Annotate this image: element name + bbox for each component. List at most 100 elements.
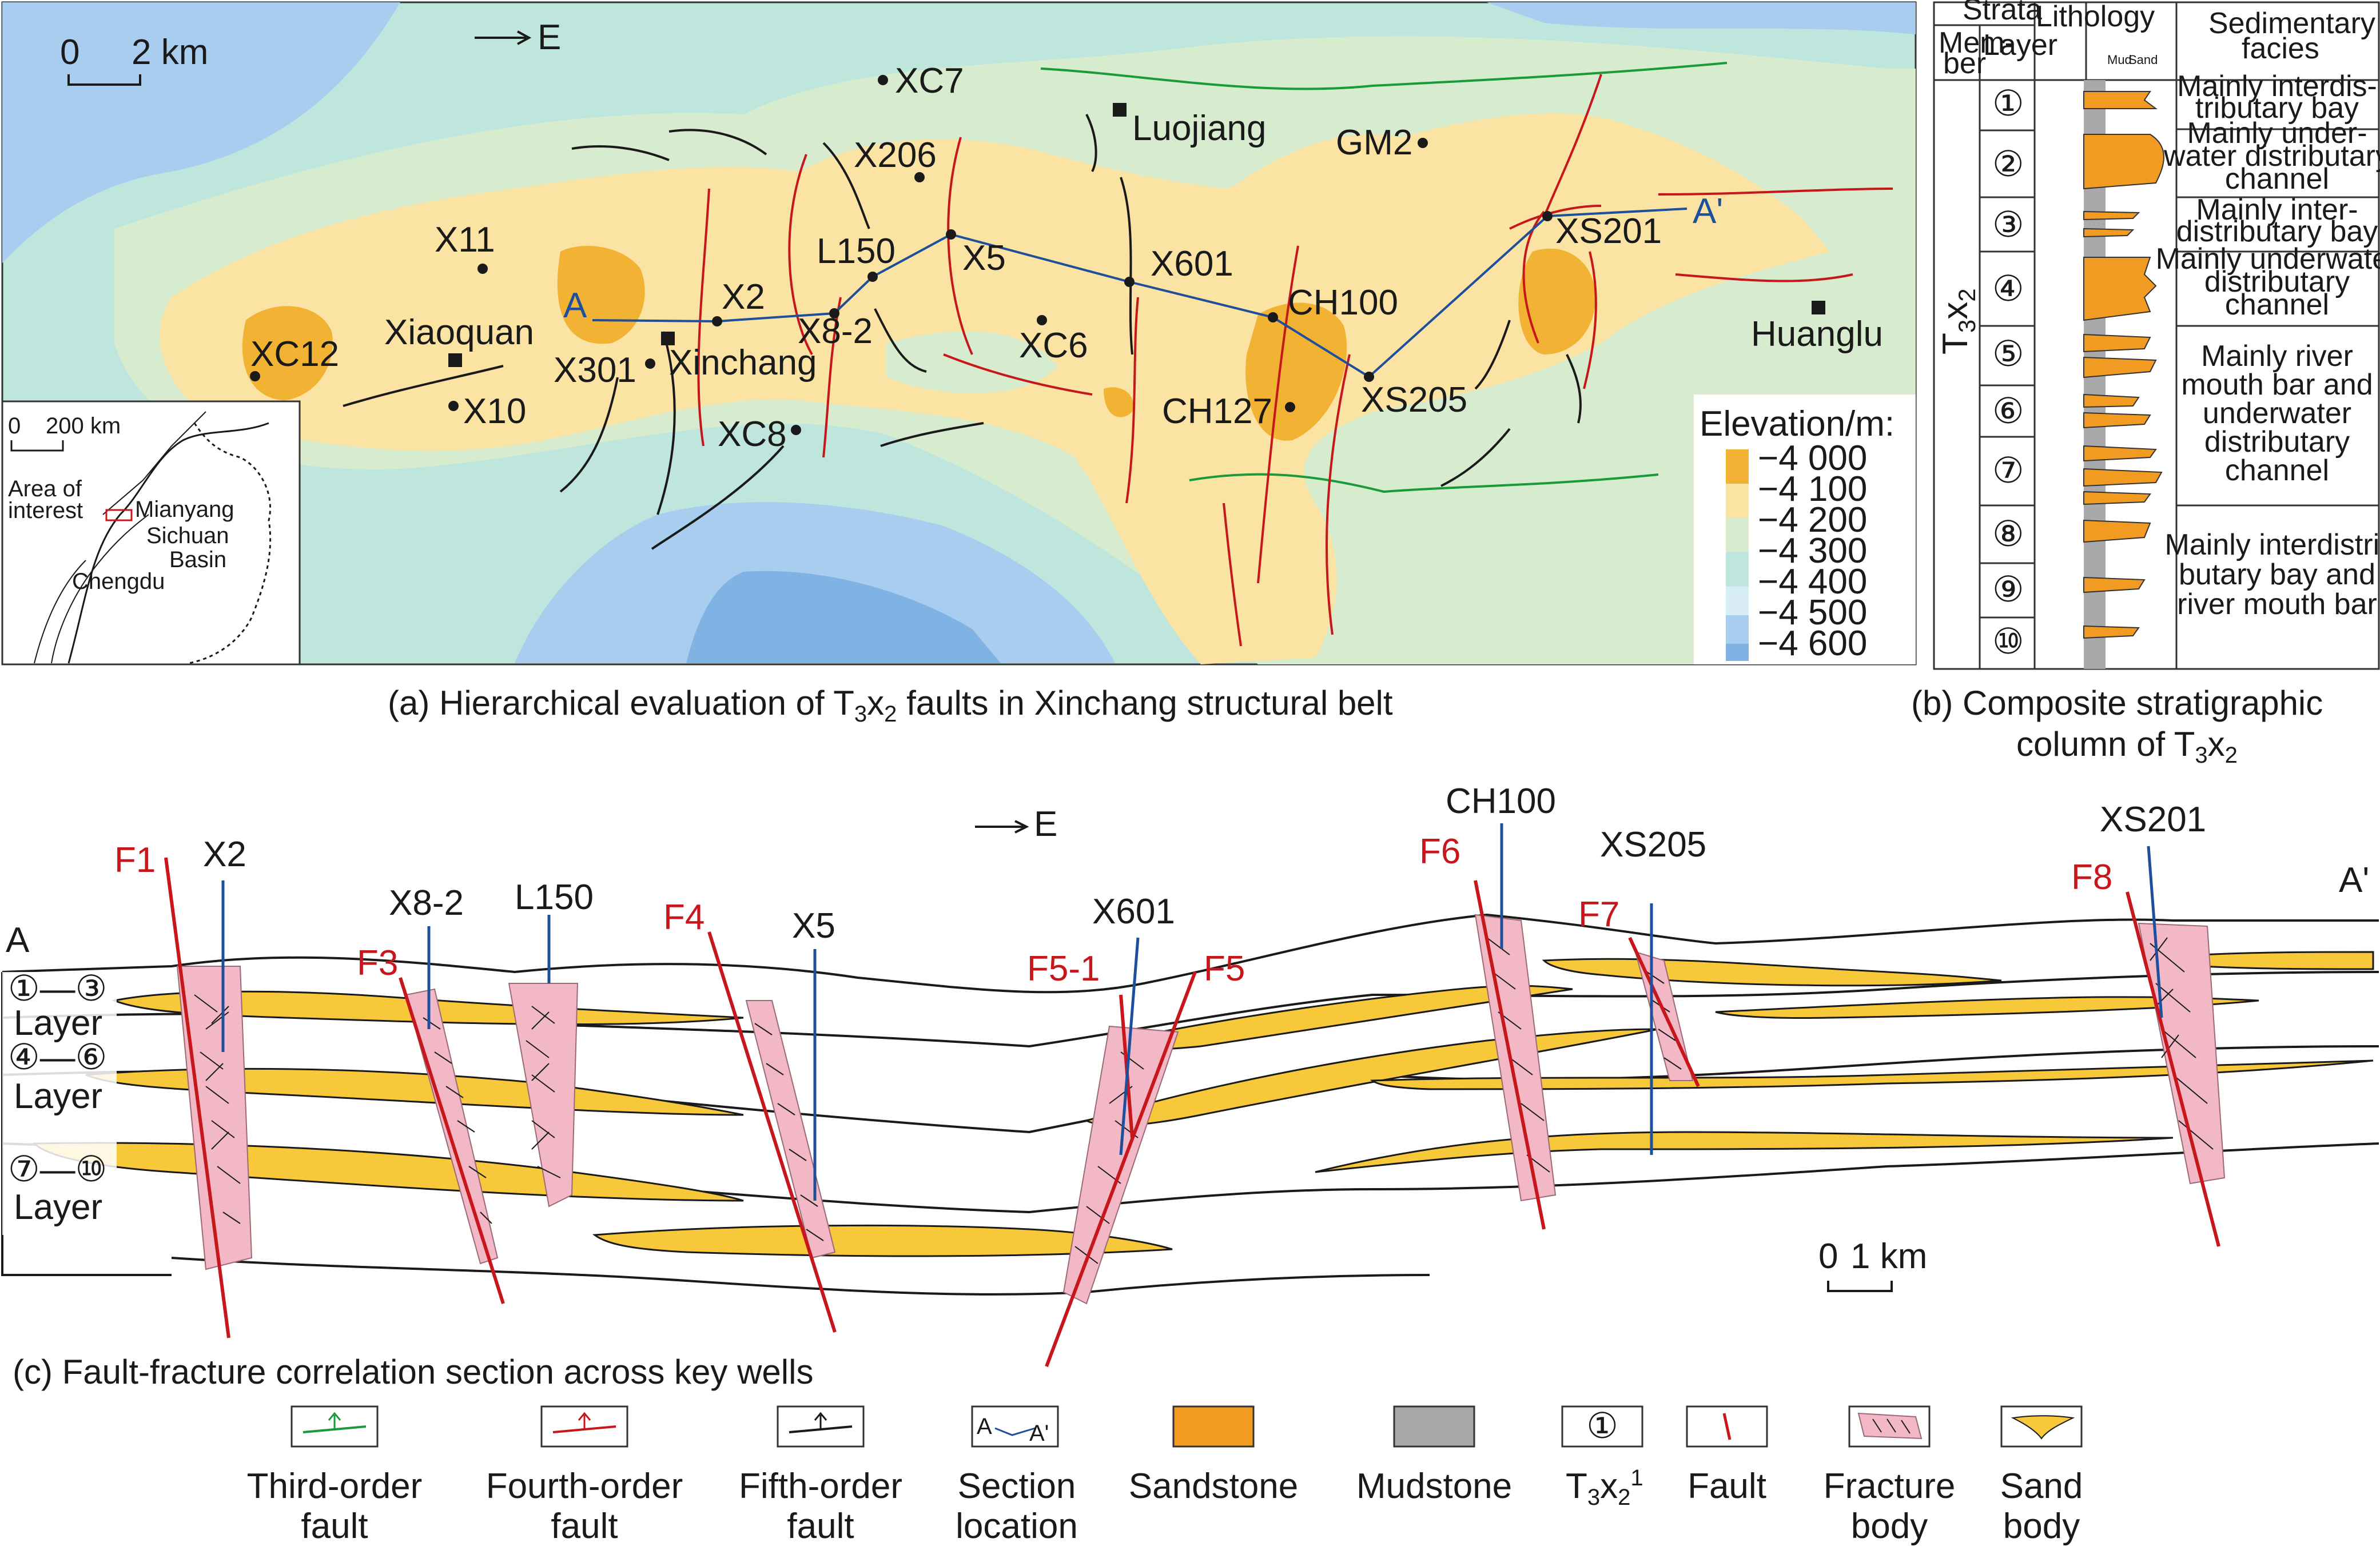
legend-fifth-order-fault: Fifth-order fault bbox=[739, 1405, 902, 1546]
layer-group-range: ⑦—⑩ bbox=[8, 1150, 107, 1189]
svg-text:interest: interest bbox=[8, 498, 83, 523]
svg-text:200 km: 200 km bbox=[46, 413, 121, 439]
legend-fourth-order-fault: Fourth-order fault bbox=[486, 1405, 683, 1546]
well-label: XS201 bbox=[1555, 212, 1662, 251]
fourth-order-fault bbox=[697, 188, 710, 447]
legend-fracture-body: Fracture body bbox=[1824, 1405, 1955, 1546]
fault-line bbox=[2126, 891, 2220, 1247]
svg-text:Mainly river: Mainly river bbox=[2201, 340, 2353, 373]
well-dot bbox=[946, 229, 956, 240]
svg-text:Sichuan: Sichuan bbox=[146, 523, 229, 548]
well-label: CH100 bbox=[1288, 283, 1398, 322]
strat-column: Strata Mem- ber Layer Lithology Mud Sand… bbox=[1933, 0, 2380, 670]
svg-text:butary bay and: butary bay and bbox=[2179, 558, 2375, 591]
svg-text:Layer: Layer bbox=[1983, 29, 2057, 62]
fifth-order-fault bbox=[1440, 428, 1511, 487]
svg-text:Mainly inter-: Mainly inter- bbox=[2196, 193, 2358, 226]
svg-text:Mianyang: Mianyang bbox=[135, 497, 234, 522]
svg-text:Fifth-order: Fifth-order bbox=[739, 1467, 902, 1506]
svg-text:channel: channel bbox=[2225, 454, 2329, 487]
svg-text:Sand: Sand bbox=[2128, 53, 2158, 67]
svg-text:facies: facies bbox=[2242, 32, 2319, 65]
well-dot bbox=[645, 358, 655, 369]
well-label: X10 bbox=[463, 392, 526, 431]
elevation-level: −4 300 bbox=[1758, 531, 1867, 571]
svg-text:tributary bay: tributary bay bbox=[2195, 91, 2359, 125]
well-dot bbox=[829, 308, 839, 318]
layer-number: ⑧ bbox=[1992, 515, 2024, 554]
elevation-swatch bbox=[1726, 615, 1749, 644]
well-label: XC7 bbox=[895, 61, 964, 101]
section-line bbox=[592, 208, 1688, 378]
sand-body bbox=[1715, 996, 2259, 1019]
well-label: L150 bbox=[817, 232, 896, 271]
layer-number: ② bbox=[1992, 145, 2024, 184]
fifth-order-fault bbox=[559, 377, 619, 493]
map-scalebar: 0 2 km bbox=[60, 33, 208, 86]
well-label: CH127 bbox=[1162, 392, 1272, 431]
layer-number: ⑨ bbox=[1992, 570, 2024, 609]
well-dot bbox=[1124, 277, 1135, 287]
layer-group-range: ④—⑥ bbox=[8, 1038, 107, 1077]
layer-number: ⑤ bbox=[1992, 334, 2024, 374]
well-label: X601 bbox=[1151, 244, 1233, 284]
correlation-section: X2 X8-2 L150 X5 X601 CH100 XS205 XS201 F… bbox=[1, 782, 2379, 1368]
svg-text:0: 0 bbox=[1818, 1237, 1838, 1276]
sand-body bbox=[85, 1067, 744, 1116]
layer-number: ⑩ bbox=[1992, 622, 2024, 662]
svg-text:Sedimentary: Sedimentary bbox=[2208, 7, 2375, 40]
fault-label: F1 bbox=[114, 840, 156, 880]
elevation-map bbox=[1, 1, 1917, 666]
section-well-label: L150 bbox=[515, 878, 594, 917]
elevation-swatch bbox=[1726, 587, 1749, 615]
fourth-order-fault bbox=[1675, 273, 1853, 282]
elevation-level: −4 600 bbox=[1758, 624, 1867, 663]
fifth-order-fault bbox=[822, 142, 870, 229]
section-end-label: A' bbox=[1693, 192, 1723, 231]
svg-text:Third-order: Third-order bbox=[247, 1467, 423, 1506]
svg-text:E: E bbox=[538, 18, 561, 57]
fourth-order-fault bbox=[788, 154, 813, 355]
fifth-order-fault bbox=[1120, 177, 1133, 355]
well-dot bbox=[1037, 315, 1047, 325]
svg-text:Lithology: Lithology bbox=[2036, 0, 2155, 33]
well-label: GM2 bbox=[1336, 123, 1412, 162]
legend-sandstone: Sandstone bbox=[1129, 1405, 1298, 1506]
well-dot bbox=[867, 272, 878, 282]
well-label: X11 bbox=[435, 220, 495, 260]
layer-number: ⑦ bbox=[1992, 451, 2024, 491]
bottom-legend: Third-order fault Fourth-order fault Fif… bbox=[247, 1405, 2083, 1546]
svg-text:E: E bbox=[1034, 804, 1057, 844]
third-order-fault bbox=[1189, 473, 1659, 493]
svg-text:Sand: Sand bbox=[2000, 1467, 2083, 1506]
fourth-order-fault bbox=[1223, 503, 1242, 647]
fourth-order-fault bbox=[1658, 188, 1893, 196]
fault-label: F6 bbox=[1419, 832, 1460, 871]
fifth-order-fault bbox=[1566, 354, 1582, 424]
fault-label: F4 bbox=[663, 898, 705, 937]
svg-text:T3x21: T3x21 bbox=[1566, 1465, 1643, 1510]
section-well-label: X8-2 bbox=[389, 883, 464, 923]
svg-text:0: 0 bbox=[60, 33, 79, 72]
section-direction-arrow: E bbox=[975, 804, 1057, 844]
caption-b-line1: (b) Composite stratigraphic bbox=[1911, 684, 2323, 722]
svg-text:body: body bbox=[1851, 1507, 1928, 1546]
fourth-order-fault bbox=[943, 353, 1093, 396]
svg-text:Chengdu: Chengdu bbox=[72, 569, 165, 594]
svg-text:fault: fault bbox=[787, 1507, 854, 1546]
svg-text:2 km: 2 km bbox=[132, 33, 208, 72]
well-dot bbox=[448, 401, 459, 411]
well-dot bbox=[791, 425, 801, 435]
elevation-legend-title: Elevation/m: bbox=[1700, 404, 1895, 444]
section-well-label: XS205 bbox=[1600, 825, 1706, 864]
layer-number: ① bbox=[1992, 84, 2024, 123]
svg-text:water distributary: water distributary bbox=[2163, 140, 2380, 173]
layer-group-word: Layer bbox=[14, 1077, 102, 1116]
fourth-order-fault bbox=[1509, 205, 1602, 230]
caption-c: (c) Fault-fracture correlation section a… bbox=[13, 1353, 813, 1391]
member-label: T3x2 bbox=[1936, 288, 1980, 354]
elevation-swatch bbox=[1726, 449, 1749, 484]
well-label: X2 bbox=[722, 277, 765, 317]
svg-text:Mem-: Mem- bbox=[1939, 26, 2015, 59]
elevation-level: −4 100 bbox=[1758, 469, 1867, 509]
